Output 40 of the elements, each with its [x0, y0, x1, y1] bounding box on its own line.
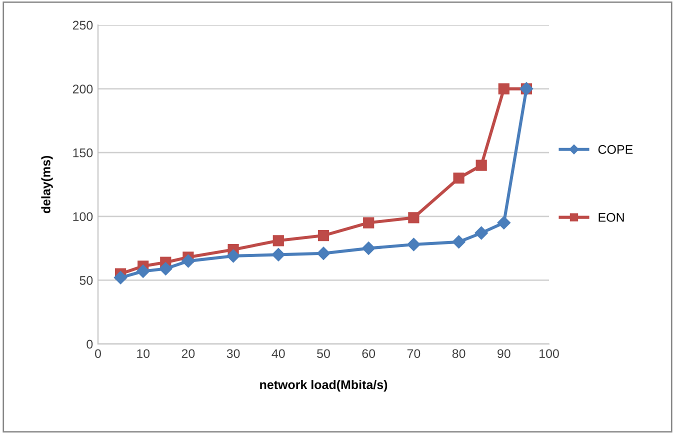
legend-label: EON — [598, 212, 624, 222]
point — [452, 235, 466, 249]
x-tick-label: 80 — [452, 349, 466, 358]
x-tick-label: 20 — [182, 349, 195, 358]
point — [226, 249, 240, 263]
point — [453, 172, 464, 184]
legend-label: COPE — [598, 145, 633, 154]
x-tick-label: 60 — [362, 349, 376, 358]
point — [407, 238, 420, 252]
x-tick-label: 100 — [540, 349, 559, 358]
point — [362, 242, 376, 255]
y-axis-title: delay(ms) — [41, 156, 53, 214]
x-tick-label: 30 — [226, 349, 240, 358]
x-tick-label: 70 — [407, 349, 420, 358]
point — [474, 226, 488, 240]
point — [498, 83, 510, 94]
x-tick-label: 50 — [317, 349, 330, 358]
point — [363, 217, 374, 228]
x-tick-label: 40 — [272, 349, 285, 358]
x-tick-label: 0 — [95, 349, 101, 358]
y-tick-label: 200 — [72, 84, 93, 94]
point — [476, 160, 487, 171]
point — [497, 216, 510, 230]
y-tick-label: 250 — [72, 20, 93, 30]
point — [136, 264, 150, 278]
y-tick-label: 100 — [73, 212, 93, 222]
x-axis-title: network load(Mbita/s) — [260, 380, 388, 392]
point — [182, 254, 195, 268]
y-tick-label: 0 — [86, 340, 93, 349]
point — [114, 271, 128, 284]
y-tick-label: 150 — [73, 148, 93, 158]
point — [316, 246, 330, 260]
y-tick-label: 50 — [80, 276, 93, 285]
point — [272, 235, 284, 246]
point — [408, 212, 420, 224]
point — [159, 262, 172, 276]
point — [272, 248, 285, 262]
x-tick-label: 90 — [498, 349, 510, 358]
point — [318, 230, 330, 242]
x-tick-label: 10 — [137, 349, 150, 358]
